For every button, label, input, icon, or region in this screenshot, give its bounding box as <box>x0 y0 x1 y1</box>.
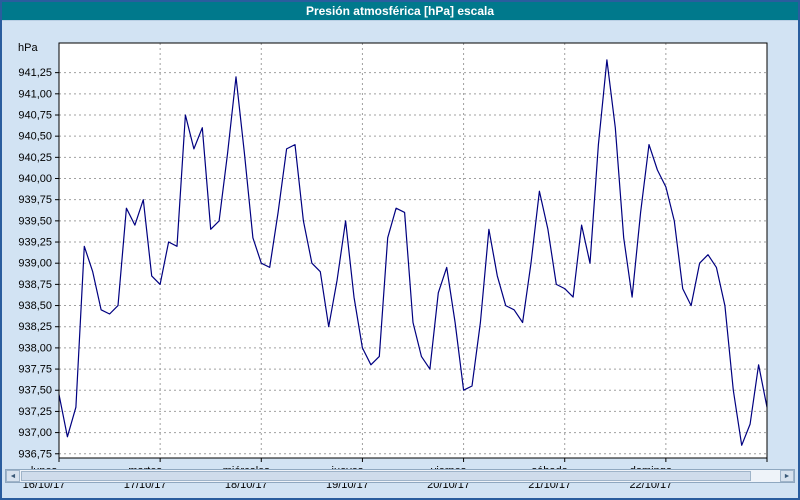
pressure-line <box>58 59 768 446</box>
svg-text:940,50: 940,50 <box>18 131 52 143</box>
svg-text:939,00: 939,00 <box>18 258 52 270</box>
svg-text:936,75: 936,75 <box>18 448 52 460</box>
svg-text:939,50: 939,50 <box>18 215 52 227</box>
y-axis-labels: hPa 936,75 937,00 937,25 937,50 937,75 938,00 9… <box>18 42 59 460</box>
scroll-right-button[interactable]: ► <box>780 470 794 482</box>
scrollbar-track[interactable] <box>20 470 780 482</box>
svg-text:938,50: 938,50 <box>18 300 52 312</box>
svg-text:939,75: 939,75 <box>18 194 52 206</box>
chart-title-bar: Presión atmosférica [hPa] escala <box>2 2 798 21</box>
scroll-left-button[interactable]: ◄ <box>6 470 20 482</box>
svg-text:940,75: 940,75 <box>18 109 52 121</box>
pressure-chart: hPa 936,75 937,00 937,25 937,50 937,75 938,00 9… <box>18 42 768 491</box>
grid-lines <box>59 43 767 458</box>
plot-frame <box>58 42 768 459</box>
chart-area: hPa 936,75 937,00 937,25 937,50 937,75 938,00 9… <box>2 21 798 491</box>
svg-text:937,50: 937,50 <box>18 385 52 397</box>
svg-text:941,00: 941,00 <box>18 88 52 100</box>
scrollbar-thumb[interactable] <box>21 471 751 481</box>
svg-text:941,25: 941,25 <box>18 67 52 79</box>
svg-text:937,00: 937,00 <box>18 427 52 439</box>
svg-text:938,00: 938,00 <box>18 342 52 354</box>
svg-text:937,25: 937,25 <box>18 406 52 418</box>
horizontal-scrollbar[interactable]: ◄ ► <box>5 469 795 483</box>
svg-text:939,25: 939,25 <box>18 237 52 249</box>
svg-text:938,25: 938,25 <box>18 321 52 333</box>
svg-text:940,25: 940,25 <box>18 152 52 164</box>
plot-background <box>59 43 767 458</box>
svg-text:938,75: 938,75 <box>18 279 52 291</box>
y-axis-unit-label: hPa <box>18 42 38 54</box>
svg-text:937,75: 937,75 <box>18 364 52 376</box>
svg-text:940,00: 940,00 <box>18 173 52 185</box>
